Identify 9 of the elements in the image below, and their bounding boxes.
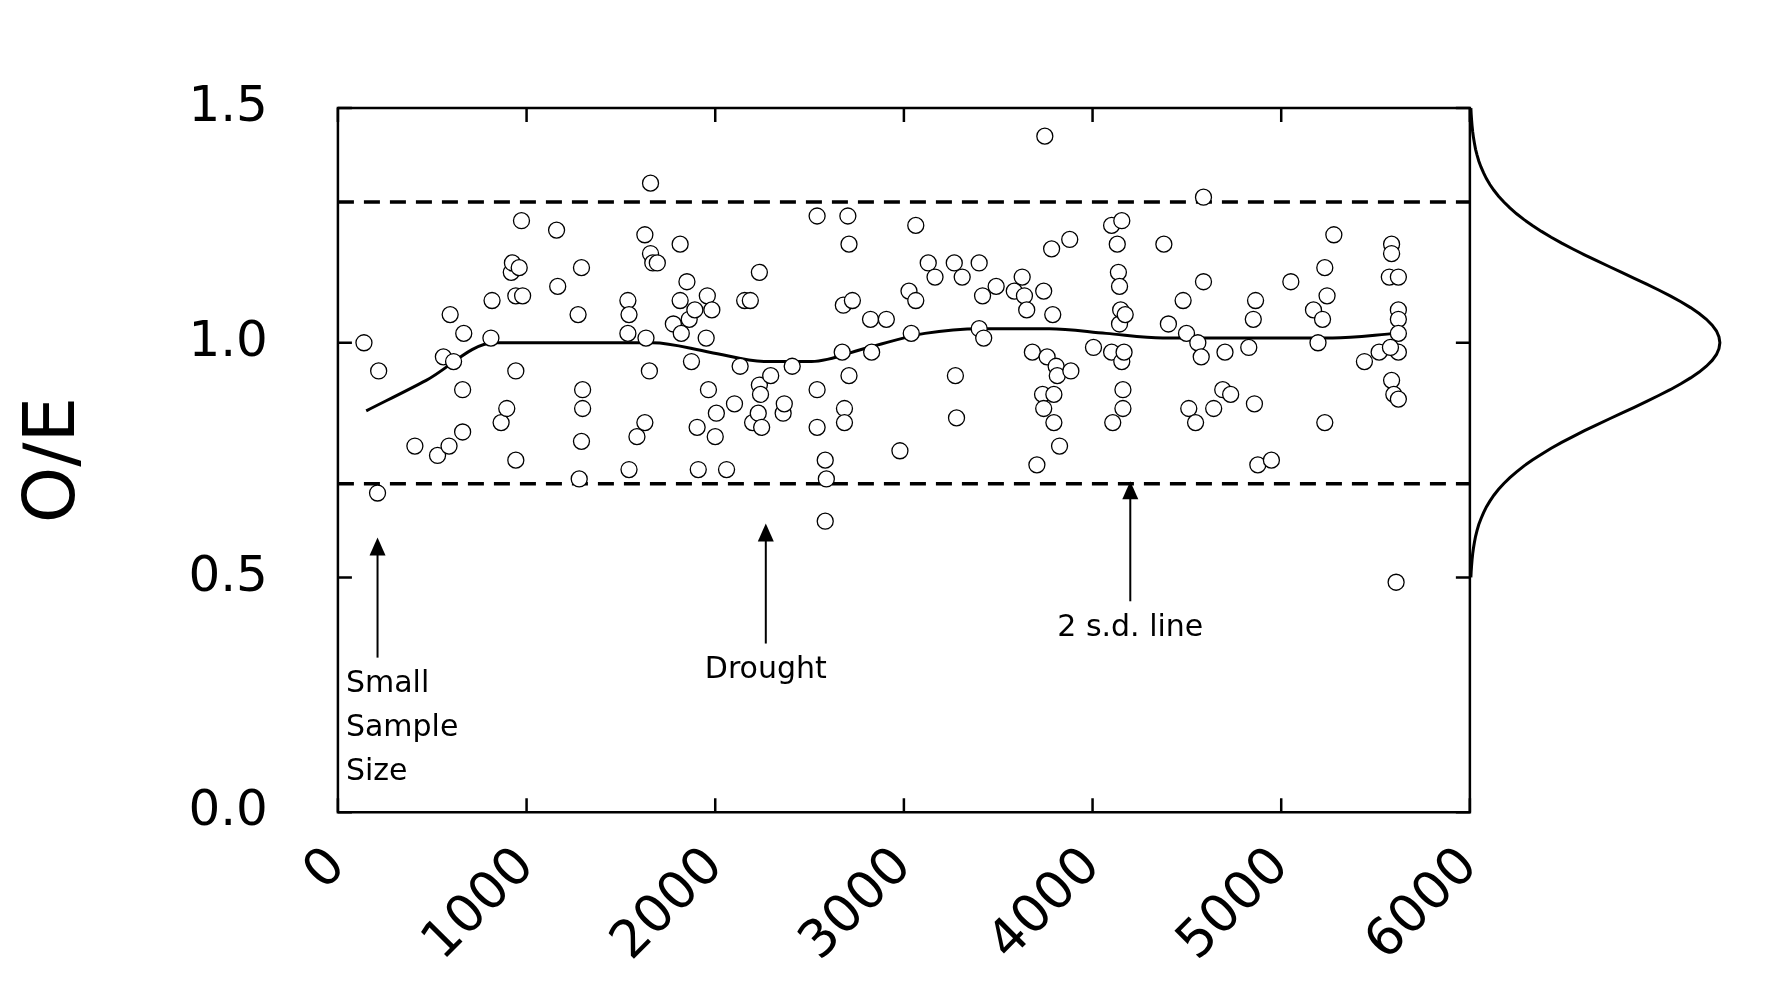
y-tick-label: 1.5 bbox=[188, 74, 268, 133]
y-tick-label: 1.0 bbox=[188, 309, 268, 368]
y-axis-title: O/E bbox=[6, 396, 91, 524]
annotation: 2 s.d. line bbox=[1057, 608, 1204, 644]
x-tick-label: 0 bbox=[290, 833, 356, 900]
annotation: Drought bbox=[704, 650, 828, 686]
y-tick-label: 0.0 bbox=[188, 779, 268, 838]
y-tick-label: 0.5 bbox=[188, 544, 268, 603]
annotation: Small Sample Size bbox=[345, 664, 459, 788]
